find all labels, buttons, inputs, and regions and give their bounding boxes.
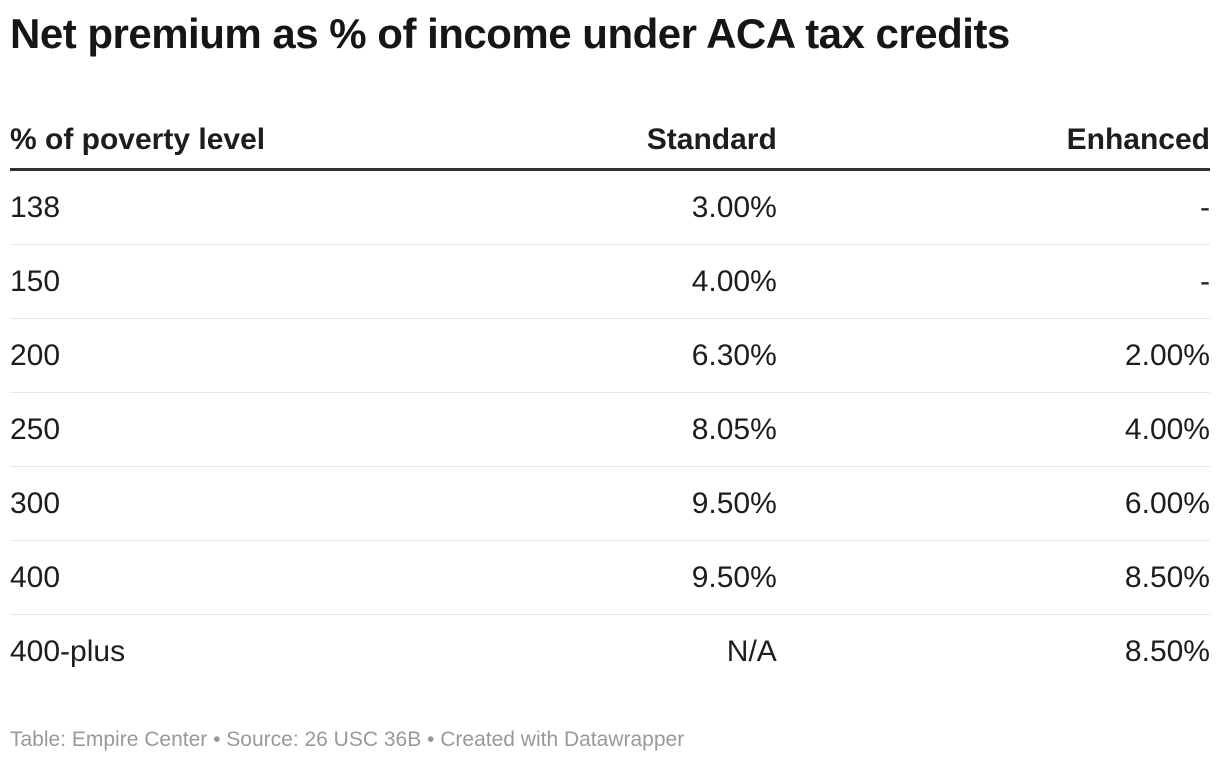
table-body: 138 3.00% - 150 4.00% - 200 6.30% 2.00% … xyxy=(10,169,1210,689)
premium-table: % of poverty level Standard Enhanced 138… xyxy=(10,112,1210,688)
attribution-footer: Table: Empire Center • Source: 26 USC 36… xyxy=(10,728,685,751)
cell-standard: N/A xyxy=(726,634,777,668)
cell-standard: 8.05% xyxy=(350,392,777,467)
cell-poverty-level: 400-plus xyxy=(10,634,126,668)
header-cell-standard: Standard xyxy=(350,112,777,171)
cell-enhanced: 4.00% xyxy=(776,392,1210,467)
table-row: 200 6.30% 2.00% xyxy=(10,318,1210,393)
cell-standard: 9.50% xyxy=(350,466,777,541)
header-cell-poverty-level: % of poverty level xyxy=(10,112,351,171)
table-row: 250 8.05% 4.00% xyxy=(10,392,1210,467)
cell-enhanced: 8.50% xyxy=(1124,634,1210,668)
table-row: 138 3.00% - xyxy=(10,169,1210,245)
cell-enhanced: - xyxy=(776,244,1210,319)
header-cell-enhanced: Enhanced xyxy=(776,112,1210,171)
table-row: 400-plus N/A 8.50% xyxy=(10,615,1210,689)
cell-enhanced: 2.00% xyxy=(776,318,1210,393)
cell-standard: 3.00% xyxy=(350,169,777,245)
table-row: 400 9.50% 8.50% xyxy=(10,540,1210,615)
cell-standard: 4.00% xyxy=(350,244,777,319)
cell-poverty-level: 250 xyxy=(10,392,351,467)
cell-poverty-level: 400 xyxy=(10,540,351,615)
cell-enhanced: 8.50% xyxy=(776,540,1210,615)
cell-poverty-level: 200 xyxy=(10,318,351,393)
cell-poverty-level: 150 xyxy=(10,244,351,319)
table-header: % of poverty level Standard Enhanced xyxy=(10,112,1210,171)
table-row: 300 9.50% 6.00% xyxy=(10,466,1210,541)
cell-enhanced: - xyxy=(776,169,1210,245)
cell-poverty-level: 138 xyxy=(10,169,351,245)
cell-standard: 6.30% xyxy=(350,318,777,393)
table-row: 150 4.00% - xyxy=(10,244,1210,319)
cell-enhanced: 6.00% xyxy=(776,466,1210,541)
cell-poverty-level: 300 xyxy=(10,466,351,541)
table-header-row: % of poverty level Standard Enhanced xyxy=(10,112,1210,171)
page-title: Net premium as % of income under ACA tax… xyxy=(10,10,1010,57)
cell-standard: 9.50% xyxy=(350,540,777,615)
